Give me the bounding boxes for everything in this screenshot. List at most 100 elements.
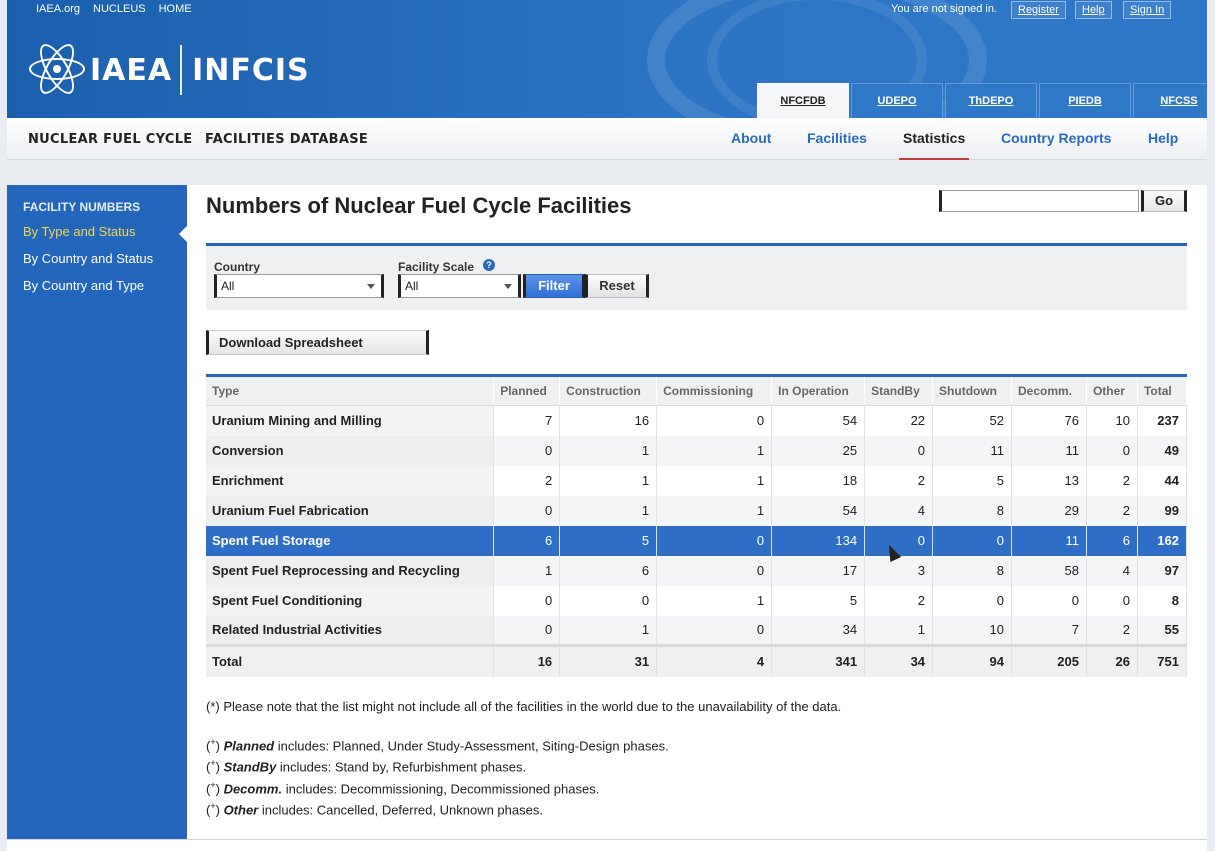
logo-product-text: INFCIS [192,52,310,88]
sidebar-item-by-country-and-status[interactable]: By Country and Status [23,251,154,266]
row-value-cell: 11 [932,435,1012,466]
column-header-other[interactable]: Other [1086,375,1138,406]
legend-term: Decomm. [223,781,283,797]
column-header-construction[interactable]: Construction [559,375,658,406]
row-total-cell: 237 [1137,405,1188,436]
row-value-cell: 2 [864,465,934,496]
row-value-cell: 4 [864,495,934,526]
tab-nfcfdb[interactable]: NFCFDB [757,83,849,118]
nav-help[interactable]: Help [1148,130,1179,146]
table-row[interactable]: Spent Fuel Reprocessing and Recycling 1 6 0… [206,555,1188,586]
country-label: Country [214,260,260,274]
top-link-home[interactable]: HOME [158,3,192,15]
sidebar-item-by-type-and-status[interactable]: By Type and Status [23,224,136,239]
row-value-cell: 58 [1011,555,1087,586]
country-select[interactable]: All [214,274,384,298]
column-header-total[interactable]: Total [1137,375,1188,406]
total-cell: 341 [771,644,866,677]
tab-udepo[interactable]: UDEPO [851,83,943,118]
table-row[interactable]: Related Industrial Activities 0 1 0 34 1 10 7 2 5… [206,615,1188,646]
row-value-cell: 0 [559,585,658,616]
column-header-planned[interactable]: Planned [493,375,561,406]
row-value-cell: 1 [864,615,934,646]
legend-text: includes: Stand by, Refurbishment phases… [279,759,527,775]
column-header-decomm[interactable]: Decomm. [1011,375,1087,406]
row-total-cell: 99 [1137,495,1188,526]
row-value-cell: 0 [1011,585,1087,616]
legend-text: includes: Cancelled, Deferred, Unknown p… [261,802,543,818]
legend-item-decomm: (+) Decomm. includes: Decommissioning, D… [206,780,600,797]
row-value-cell: 134 [771,525,866,556]
sidebar-item-by-country-and-type[interactable]: By Country and Type [23,278,145,293]
row-value-cell: 17 [771,555,866,586]
row-value-cell: 10 [1086,405,1138,436]
legend-term: Planned [223,738,275,754]
row-value-cell: 7 [1011,615,1087,646]
row-value-cell: 2 [1086,465,1138,496]
nav-statistics[interactable]: Statistics [898,130,970,160]
nav-country-reports[interactable]: Country Reports [1001,130,1112,146]
column-header-standby[interactable]: StandBy [864,375,934,406]
row-value-cell: 8 [932,555,1012,586]
iaea-infcis-logo[interactable]: IAEA INFCIS [24,39,310,100]
nav-about[interactable]: About [731,130,772,146]
row-value-cell: 0 [864,525,934,556]
table-row[interactable]: Enrichment 2 1 1 18 2 5 13 2 44 [206,465,1188,496]
table-row[interactable]: Spent Fuel Storage 6 5 0 134 0 0 11 6 162 [206,525,1188,556]
help-account-button[interactable]: Help [1075,1,1112,19]
search-go-button[interactable]: Go [1141,190,1187,212]
row-value-cell: 0 [932,585,1012,616]
top-link-iaea-org[interactable]: IAEA.org [36,3,81,15]
download-spreadsheet-button[interactable]: Download Spreadsheet [206,330,429,355]
row-total-cell: 97 [1137,555,1188,586]
row-value-cell: 6 [493,525,561,556]
facility-scale-select[interactable]: All [398,274,521,298]
site-header: IAEA.org NUCLEUS HOME You are not signed… [7,0,1207,118]
main-content: Numbers of Nuclear Fuel Cycle Facilities… [187,185,1207,839]
top-link-nucleus[interactable]: NUCLEUS [93,3,146,15]
tab-thdepo[interactable]: ThDEPO [945,83,1037,118]
reset-button[interactable]: Reset [585,274,649,298]
tab-nfcss[interactable]: NFCSS [1133,83,1207,118]
row-value-cell: 0 [493,495,561,526]
tab-piedb[interactable]: PIEDB [1039,83,1131,118]
register-button[interactable]: Register [1011,1,1066,19]
row-value-cell: 6 [559,555,658,586]
row-value-cell: 0 [1086,585,1138,616]
row-type-cell: Enrichment [206,465,495,496]
row-value-cell: 10 [932,615,1012,646]
row-value-cell: 0 [493,585,561,616]
row-total-cell: 55 [1137,615,1188,646]
nav-facilities[interactable]: Facilities [807,130,867,146]
column-header-in-operation[interactable]: In Operation [771,375,866,406]
help-icon[interactable]: ? [483,259,495,271]
table-row[interactable]: Uranium Fuel Fabrication 0 1 1 54 4 8 29 2 99 [206,495,1188,526]
legend-term: Other [223,802,259,818]
column-header-shutdown[interactable]: Shutdown [932,375,1012,406]
table-row[interactable]: Conversion 0 1 1 25 0 11 11 0 49 [206,435,1188,466]
search-input[interactable] [939,190,1139,212]
legend-item-other: (+) Other includes: Cancelled, Deferred,… [206,801,543,818]
row-value-cell: 1 [559,435,658,466]
facility-scale-select-value: All [405,279,419,293]
column-header-commissioning[interactable]: Commissioning [656,375,773,406]
row-value-cell: 0 [656,555,773,586]
row-value-cell: 6 [1086,525,1138,556]
row-value-cell: 0 [656,525,773,556]
total-cell: 34 [864,644,934,677]
legend-text: includes: Planned, Under Study-Assessmen… [277,738,669,754]
logo-org-text: IAEA [90,52,173,88]
row-total-cell: 49 [1137,435,1188,466]
row-type-cell: Related Industrial Activities [206,615,495,646]
sign-in-button[interactable]: Sign In [1123,1,1172,19]
chevron-down-icon [504,284,512,289]
column-header-type[interactable]: Type [206,375,495,406]
filter-button[interactable]: Filter [523,274,585,298]
table-row[interactable]: Uranium Mining and Milling 7 16 0 54 22 52 76 10… [206,405,1188,436]
sign-in-status: You are not signed in. [891,3,998,15]
database-tabs: NFCFDB UDEPO ThDEPO PIEDB NFCSS [757,83,1207,118]
total-cell: 205 [1011,644,1087,677]
total-cell: 26 [1086,644,1138,677]
logo-separator [180,45,183,95]
table-row[interactable]: Spent Fuel Conditioning 0 0 1 5 2 0 0 0 8 [206,585,1188,616]
